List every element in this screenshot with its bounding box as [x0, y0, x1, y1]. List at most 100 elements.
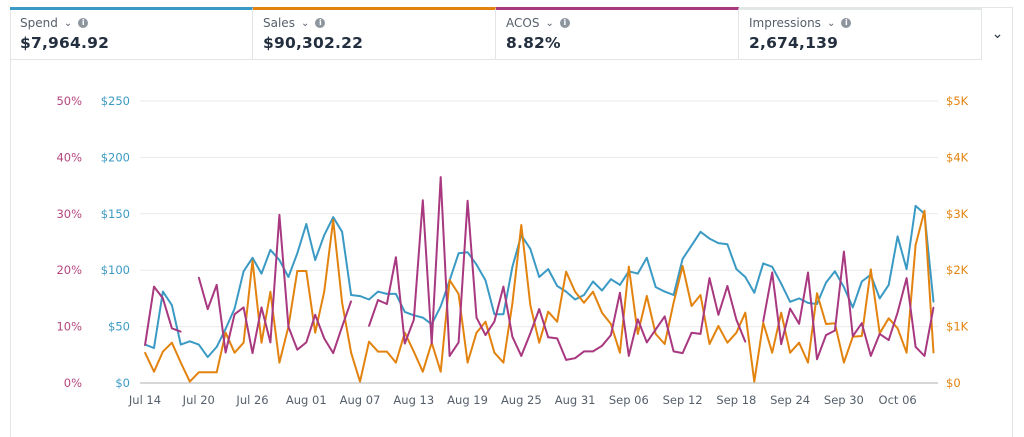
- data-point-spend: [206, 356, 209, 358]
- x-axis-tick: Aug 19: [447, 393, 488, 407]
- x-axis-tick: Jul 26: [235, 393, 268, 407]
- metric-tab-impressions[interactable]: Impressions ⌄ i 2,674,139: [739, 7, 982, 60]
- data-point-acos: [180, 330, 182, 333]
- sales-axis-tick: $3K: [946, 207, 969, 221]
- data-point-sales: [762, 321, 765, 324]
- data-point-sales: [224, 331, 227, 334]
- data-point-spend: [708, 237, 711, 240]
- metric-tab-sales[interactable]: Sales ⌄ i $90,302.22: [253, 7, 496, 60]
- data-point-spend: [242, 270, 245, 273]
- data-point-sales: [869, 268, 872, 271]
- data-point-spend: [395, 293, 397, 295]
- data-point-acos: [439, 176, 442, 178]
- info-icon[interactable]: i: [78, 18, 89, 28]
- data-point-sales: [914, 244, 917, 246]
- metric-tabs: Spend ⌄ i $7,964.92 Sales ⌄ i $90,302.22 ACO…: [10, 7, 1013, 60]
- data-point-spend: [251, 256, 254, 259]
- data-point-acos: [583, 350, 585, 353]
- data-point-sales: [896, 327, 899, 330]
- metric-tab-acos[interactable]: ACOS ⌄ i 8.82%: [496, 7, 739, 60]
- data-point-sales: [359, 380, 361, 383]
- data-point-acos: [547, 336, 549, 339]
- spend-axis-tick: $250: [101, 94, 130, 108]
- series-line-sales: [144, 209, 935, 383]
- data-point-acos: [457, 341, 460, 344]
- data-point-spend: [332, 216, 334, 218]
- data-point-spend: [466, 251, 469, 253]
- data-point-sales: [278, 361, 281, 364]
- data-point-spend: [771, 266, 773, 268]
- data-point-spend: [287, 276, 290, 278]
- data-point-spend: [439, 305, 442, 308]
- data-point-acos: [448, 355, 451, 357]
- data-point-sales: [637, 333, 639, 335]
- metric-tab-spend[interactable]: Spend ⌄ i $7,964.92: [10, 7, 253, 60]
- data-point-spend: [672, 294, 675, 296]
- metric-label: Sales: [263, 16, 295, 30]
- data-point-acos: [654, 328, 657, 331]
- data-point-spend: [323, 234, 326, 237]
- data-point-spend: [789, 300, 791, 303]
- data-point-spend: [377, 290, 379, 293]
- data-point-acos: [690, 332, 693, 334]
- data-point-acos: [789, 307, 791, 310]
- data-point-acos: [260, 306, 263, 309]
- data-point-sales: [350, 351, 352, 354]
- data-point-sales: [242, 341, 245, 344]
- info-icon[interactable]: i: [559, 18, 570, 28]
- data-point-sales: [923, 209, 926, 212]
- data-point-acos: [825, 334, 827, 336]
- data-point-spend: [350, 294, 352, 296]
- chevron-down-icon[interactable]: ⌄: [300, 17, 310, 29]
- data-point-spend: [404, 311, 406, 313]
- data-point-sales: [466, 361, 469, 364]
- metric-label: Impressions: [749, 16, 821, 30]
- metric-value: $7,964.92: [20, 34, 110, 52]
- data-point-sales: [932, 351, 935, 354]
- spend-axis-tick: $150: [101, 207, 130, 221]
- data-point-spend: [583, 294, 585, 296]
- data-point-spend: [215, 346, 218, 348]
- data-point-spend: [484, 279, 487, 282]
- data-point-sales: [421, 370, 424, 373]
- data-point-acos: [153, 285, 155, 288]
- data-point-spend: [610, 278, 612, 281]
- data-point-sales: [663, 343, 666, 345]
- data-point-sales: [672, 301, 675, 304]
- spend-axis-tick: $200: [101, 150, 130, 164]
- data-point-acos: [251, 352, 254, 354]
- data-point-acos: [484, 334, 487, 336]
- data-point-acos: [565, 359, 567, 361]
- data-point-sales: [565, 270, 567, 273]
- data-point-acos: [368, 325, 370, 327]
- chevron-down-icon[interactable]: ⌄: [545, 17, 554, 29]
- data-point-acos: [242, 306, 245, 309]
- data-point-acos: [466, 200, 469, 202]
- x-axis-tick: Sep 24: [770, 393, 810, 407]
- data-point-sales: [780, 311, 782, 314]
- data-point-acos: [395, 256, 397, 259]
- data-point-spend: [726, 243, 729, 246]
- info-icon[interactable]: i: [315, 18, 326, 28]
- data-point-acos: [619, 291, 621, 294]
- data-point-acos: [386, 303, 388, 305]
- data-point-spend: [565, 290, 567, 293]
- data-point-acos: [869, 355, 872, 357]
- data-point-acos: [798, 322, 800, 325]
- data-point-acos: [206, 308, 209, 310]
- chevron-down-icon[interactable]: ⌄: [826, 17, 836, 29]
- more-metrics-chevron-down-icon[interactable]: ⌄: [991, 25, 1004, 42]
- acos-axis-tick: 50%: [56, 94, 82, 108]
- data-point-acos: [529, 332, 532, 335]
- data-point-sales: [619, 351, 621, 354]
- data-point-sales: [197, 371, 200, 374]
- data-point-acos: [350, 300, 352, 303]
- data-point-sales: [887, 317, 890, 320]
- data-point-sales: [610, 323, 612, 325]
- data-point-sales: [475, 331, 478, 334]
- data-point-acos: [421, 199, 424, 202]
- data-point-acos: [645, 341, 648, 344]
- chevron-down-icon[interactable]: ⌄: [63, 17, 73, 29]
- data-point-sales: [645, 295, 648, 297]
- info-icon[interactable]: i: [841, 18, 852, 28]
